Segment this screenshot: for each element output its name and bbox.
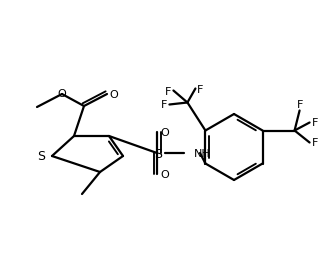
Text: S: S — [37, 150, 45, 163]
Text: O: O — [161, 128, 169, 137]
Text: O: O — [58, 89, 66, 99]
Text: F: F — [311, 118, 318, 128]
Text: S: S — [154, 147, 162, 160]
Text: F: F — [161, 100, 168, 110]
Text: NH: NH — [194, 148, 211, 158]
Text: O: O — [161, 169, 169, 179]
Text: F: F — [165, 86, 172, 96]
Text: F: F — [297, 100, 303, 110]
Text: F: F — [311, 138, 318, 148]
Text: O: O — [110, 90, 118, 100]
Text: F: F — [197, 84, 204, 94]
